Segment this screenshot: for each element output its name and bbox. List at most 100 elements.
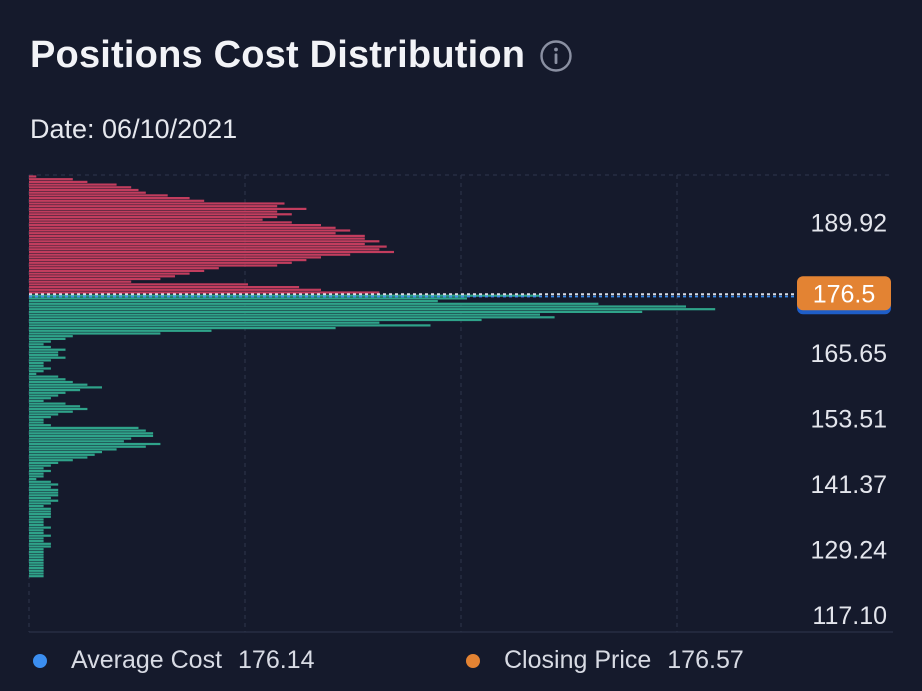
profit-bar <box>29 513 51 516</box>
profit-bar <box>29 494 59 497</box>
loss-bar <box>29 178 73 181</box>
header: Positions Cost Distribution <box>30 34 573 77</box>
loss-bar <box>29 224 321 227</box>
loss-bar <box>29 194 168 197</box>
profit-bar <box>29 442 161 446</box>
profit-bar <box>29 367 51 370</box>
closing-price-value: 176.57 <box>667 646 744 674</box>
loss-bar <box>29 291 380 294</box>
profit-bar <box>29 332 161 335</box>
loss-bar <box>29 221 292 224</box>
profit-bar <box>29 329 212 332</box>
loss-bar <box>29 269 205 272</box>
profit-bar <box>29 335 73 338</box>
loss-bar <box>29 242 365 246</box>
profit-bar <box>29 297 467 300</box>
profit-bar <box>29 540 44 543</box>
profit-bar <box>29 510 51 513</box>
legend-average-cost: Average Cost 176.14 <box>33 646 314 675</box>
profit-bar <box>29 386 102 389</box>
profit-bar <box>29 453 95 456</box>
profit-bar <box>29 399 44 402</box>
profit-bar <box>29 362 44 365</box>
profit-bar <box>29 488 59 491</box>
profit-bar <box>29 529 44 532</box>
profit-bar <box>29 575 44 578</box>
profit-bar <box>29 567 44 570</box>
loss-bar <box>29 264 278 267</box>
profit-bar <box>29 518 44 521</box>
loss-bar <box>29 237 365 240</box>
profit-bar <box>29 418 44 421</box>
profit-bar <box>29 542 51 545</box>
profit-bar <box>29 343 44 346</box>
closing-price-label: Closing Price <box>504 646 652 674</box>
profit-bar <box>29 407 88 411</box>
loss-bar <box>29 234 365 237</box>
profit-bar <box>29 572 44 575</box>
profit-bar <box>29 496 51 500</box>
profit-bar <box>29 378 66 381</box>
profit-bar <box>29 364 44 367</box>
loss-bar <box>29 218 263 221</box>
profit-bar <box>29 340 51 343</box>
cost-distribution-chart: 189.92177.79165.65153.51141.37129.24117.… <box>28 174 893 633</box>
profit-bar <box>29 561 44 564</box>
profit-bar <box>29 316 555 319</box>
y-tick-label: 129.24 <box>811 537 888 565</box>
loss-bar <box>29 232 336 235</box>
profit-bar <box>29 308 716 311</box>
loss-bar <box>29 275 175 278</box>
legend: Average Cost 176.14 Closing Price 176.57 <box>0 646 922 686</box>
loss-bar <box>29 267 219 270</box>
profit-bar <box>29 327 336 330</box>
profit-bar <box>29 391 66 394</box>
profit-bar <box>29 437 132 440</box>
profit-bar <box>29 429 146 432</box>
profit-bar <box>29 486 51 489</box>
profit-bar <box>29 313 540 316</box>
profit-bar <box>29 564 44 567</box>
profit-bar <box>29 354 59 357</box>
loss-bar <box>29 280 132 283</box>
loss-bar <box>29 210 278 213</box>
loss-bar <box>29 205 278 208</box>
profit-bar <box>29 558 44 562</box>
loss-bar <box>29 199 205 202</box>
loss-bar <box>29 215 278 219</box>
info-icon[interactable] <box>539 39 573 73</box>
profit-bar <box>29 467 44 470</box>
y-tick-label: 141.37 <box>811 471 887 499</box>
profit-bar <box>29 464 51 467</box>
loss-bar <box>29 202 285 205</box>
profit-bar <box>29 537 44 540</box>
profit-bar <box>29 389 81 392</box>
profit-bar <box>29 448 117 451</box>
y-tick-label: 117.10 <box>812 602 887 630</box>
profit-bar <box>29 370 44 373</box>
average-cost-dot <box>33 653 47 668</box>
profit-bar <box>29 351 59 354</box>
profit-bar <box>29 550 44 553</box>
profit-bar <box>29 499 59 502</box>
profit-bar <box>29 359 51 362</box>
y-tick-label: 165.65 <box>811 340 887 368</box>
profit-bar <box>29 523 44 526</box>
loss-bar <box>29 183 117 186</box>
profit-bar <box>29 461 59 464</box>
profit-bar <box>29 383 88 386</box>
average-cost-value: 176.14 <box>238 646 315 674</box>
y-tick-label: 153.51 <box>811 406 887 434</box>
profit-bar <box>29 469 51 473</box>
loss-bar <box>29 197 190 200</box>
profit-bar <box>29 372 37 375</box>
profit-bar <box>29 321 380 324</box>
profit-bar <box>29 348 66 351</box>
profit-bar <box>29 416 51 419</box>
loss-bar <box>29 250 394 254</box>
profit-bar <box>29 410 73 413</box>
profit-bar <box>29 394 59 397</box>
loss-bar <box>29 240 380 243</box>
profit-bar <box>29 402 66 405</box>
loss-bar <box>29 288 321 291</box>
